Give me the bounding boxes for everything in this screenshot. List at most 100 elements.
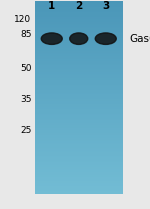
Bar <box>35 181 123 183</box>
Bar <box>35 155 123 157</box>
Bar <box>35 25 123 27</box>
Bar <box>35 72 123 74</box>
Bar <box>35 99 123 101</box>
Text: 120: 120 <box>14 15 32 24</box>
Bar <box>35 23 123 25</box>
Bar <box>35 96 123 98</box>
Bar <box>35 147 123 149</box>
Bar <box>35 3 123 4</box>
Bar <box>35 126 123 128</box>
Ellipse shape <box>41 33 62 45</box>
Bar <box>35 83 123 85</box>
Bar <box>35 138 123 140</box>
Bar <box>35 97 123 99</box>
Bar <box>35 91 123 93</box>
Bar <box>35 101 123 103</box>
Ellipse shape <box>95 33 116 45</box>
Bar <box>35 38 123 40</box>
Bar <box>35 33 123 35</box>
Bar <box>35 62 123 64</box>
Bar <box>35 88 123 90</box>
Bar <box>35 85 123 87</box>
Bar <box>35 4 123 6</box>
Bar <box>35 114 123 115</box>
Bar <box>35 189 123 191</box>
Bar <box>35 191 123 193</box>
Bar <box>35 186 123 188</box>
Bar <box>35 170 123 172</box>
Text: 2: 2 <box>75 1 82 11</box>
Bar <box>35 188 123 190</box>
Bar <box>35 19 123 20</box>
Bar <box>35 135 123 136</box>
Bar <box>35 81 123 83</box>
Text: 85: 85 <box>20 30 32 39</box>
Bar <box>35 164 123 165</box>
Text: 50: 50 <box>20 64 32 74</box>
Bar <box>35 130 123 131</box>
Bar <box>35 89 123 91</box>
Bar <box>35 86 123 88</box>
Text: 3: 3 <box>102 1 109 11</box>
Bar <box>35 69 123 70</box>
Bar <box>35 120 123 122</box>
Text: 1: 1 <box>48 1 55 11</box>
Bar <box>35 146 123 148</box>
Bar <box>35 133 123 135</box>
Bar <box>35 17 123 19</box>
Bar <box>35 76 123 78</box>
Bar <box>35 15 123 17</box>
Bar <box>35 49 123 51</box>
Bar <box>35 160 123 162</box>
Text: 25: 25 <box>20 126 32 135</box>
Bar <box>35 54 123 56</box>
Bar <box>35 176 123 178</box>
Bar <box>35 27 123 28</box>
Bar <box>35 141 123 143</box>
Bar <box>35 167 123 169</box>
Bar <box>35 180 123 181</box>
Bar <box>35 183 123 185</box>
Bar <box>35 122 123 124</box>
Bar <box>35 192 123 194</box>
Bar <box>35 51 123 53</box>
Bar <box>35 14 123 15</box>
Bar <box>35 151 123 153</box>
Bar <box>35 57 123 59</box>
Bar <box>35 125 123 127</box>
Bar <box>35 165 123 167</box>
Bar <box>35 52 123 54</box>
Bar <box>35 139 123 141</box>
Bar <box>35 104 123 106</box>
Bar <box>35 123 123 125</box>
Bar <box>35 67 123 69</box>
Bar <box>35 59 123 61</box>
Bar <box>35 185 123 186</box>
Bar <box>35 136 123 138</box>
Bar <box>35 20 123 22</box>
Bar <box>35 94 123 96</box>
Bar <box>35 152 123 154</box>
Bar <box>35 102 123 104</box>
Bar <box>35 22 123 24</box>
Bar <box>35 110 123 112</box>
Bar <box>35 31 123 33</box>
Bar <box>35 78 123 80</box>
Bar <box>35 56 123 57</box>
Bar <box>35 40 123 41</box>
Bar <box>35 131 123 133</box>
Bar <box>35 149 123 151</box>
Bar <box>35 107 123 109</box>
Bar <box>35 175 123 177</box>
Bar <box>35 6 123 8</box>
Bar <box>35 64 123 65</box>
Bar <box>35 7 123 9</box>
Bar <box>35 65 123 67</box>
Bar <box>35 41 123 43</box>
Bar <box>35 112 123 114</box>
Bar <box>35 162 123 164</box>
Bar <box>35 44 123 46</box>
Bar <box>35 75 123 77</box>
Bar <box>35 173 123 175</box>
Bar <box>35 35 123 37</box>
